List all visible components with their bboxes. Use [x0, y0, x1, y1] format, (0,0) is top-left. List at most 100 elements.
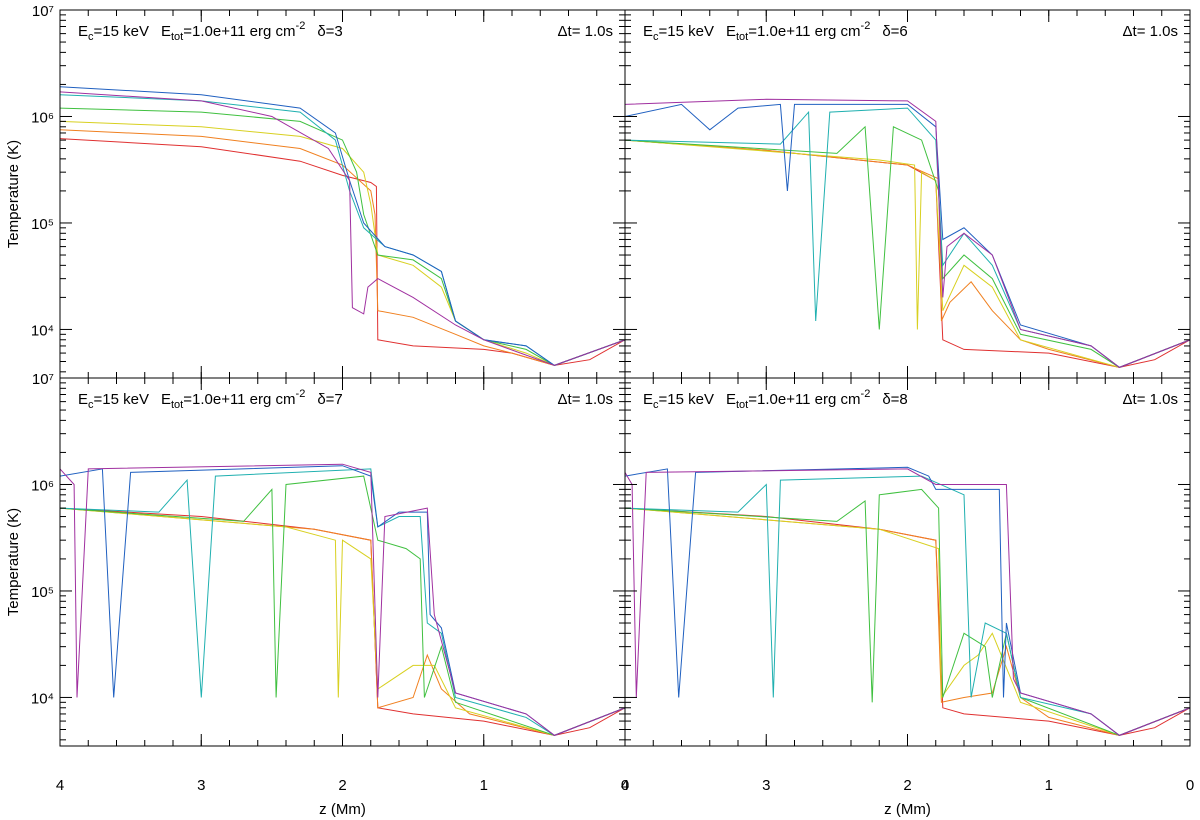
etot-subscript: tot	[736, 31, 748, 43]
plot-area	[60, 86, 625, 366]
etot-superscript: -2	[296, 388, 306, 400]
y-axis-label: Temperature (K)	[5, 508, 22, 616]
x-axis-label: z (Mm)	[884, 801, 931, 818]
ec-subscript: c	[88, 31, 94, 43]
y-tick-label: 10⁴	[31, 322, 54, 339]
temperature-curve	[60, 468, 625, 736]
ec-symbol: E	[643, 391, 653, 408]
etot-symbol: E	[161, 23, 171, 40]
temperature-curve	[625, 466, 1190, 736]
x-tick-label: 2	[903, 777, 911, 794]
temperature-curve	[60, 138, 625, 366]
temperature-curve	[625, 139, 1190, 368]
temperature-curve	[60, 120, 625, 366]
temperature-curve	[625, 139, 1190, 368]
temperature-curve	[625, 507, 1190, 736]
plot-area	[625, 98, 1190, 368]
ec-value: =15 keV	[659, 391, 714, 408]
temperature-curve	[625, 103, 1190, 368]
temperature-curve	[60, 107, 625, 366]
time-step: Δt= 1.0s	[1123, 23, 1178, 40]
y-tick-label: 10⁷	[32, 371, 54, 388]
delta-value: δ=3	[317, 23, 342, 40]
x-tick-label: 2	[338, 777, 346, 794]
panel-frame	[59, 377, 626, 747]
temperature-curve	[60, 94, 625, 366]
annotation: Ec=15 keV Etot=1.0e+11 erg cm-2 δ=6	[643, 20, 908, 43]
x-tick-label: 4	[621, 777, 629, 794]
etot-subscript: tot	[736, 399, 748, 411]
temperature-curve	[625, 507, 1190, 736]
temperature-curve	[60, 86, 625, 366]
temperature-curve	[625, 468, 1190, 736]
time-step: Δt= 1.0s	[558, 23, 613, 40]
y-tick-label: 10⁷	[32, 3, 54, 20]
y-tick-label: 10⁶	[31, 109, 54, 126]
ec-symbol: E	[78, 391, 88, 408]
x-tick-label: 0	[1186, 777, 1194, 794]
annotation: Ec=15 keV Etot=1.0e+11 erg cm-2 δ=3	[78, 20, 343, 43]
y-tick-label: 10⁶	[31, 477, 54, 494]
etot-symbol: E	[726, 23, 736, 40]
ec-subscript: c	[88, 399, 94, 411]
etot-superscript: -2	[861, 20, 871, 32]
panel: 4 3 2 1 0 z (Mm) Ec=15 keV Etot=1.0e+11 erg cm-…	[621, 377, 1194, 818]
x-axis-label: z (Mm)	[319, 801, 366, 818]
delta-value: δ=7	[317, 391, 342, 408]
plot-area	[60, 463, 625, 736]
time-step: Δt= 1.0s	[1123, 391, 1178, 408]
annotation: Ec=15 keV Etot=1.0e+11 erg cm-2 δ=8	[643, 388, 908, 411]
temperature-curve	[60, 465, 625, 736]
temperature-curve	[625, 125, 1190, 368]
etot-symbol: E	[161, 391, 171, 408]
temperature-curve	[60, 507, 625, 736]
temperature-curve	[625, 488, 1190, 736]
panel: 10⁴ 10⁵ 10⁶ 10⁷ 4 3 2 1 0 z (Mm) Temperature (K) Ec…	[5, 371, 629, 818]
y-tick-label: 10⁵	[31, 584, 54, 601]
etot-symbol: E	[726, 391, 736, 408]
time-step: Δt= 1.0s	[558, 391, 613, 408]
etot-value: =1.0e+11 erg cm	[183, 391, 295, 408]
delta-value: δ=6	[882, 23, 907, 40]
x-tick-label: 3	[197, 777, 205, 794]
y-tick-label: 10⁵	[31, 216, 54, 233]
y-tick-label: 10⁴	[31, 690, 54, 707]
annotation: Ec=15 keV Etot=1.0e+11 erg cm-2 δ=7	[78, 388, 343, 411]
ec-subscript: c	[653, 399, 659, 411]
panel: Ec=15 keV Etot=1.0e+11 erg cm-2 δ=6 Δt= 1.0…	[624, 9, 1191, 379]
x-tick-label: 1	[1045, 777, 1053, 794]
temperature-curve	[60, 129, 625, 366]
ec-value: =15 keV	[94, 23, 149, 40]
etot-subscript: tot	[171, 399, 183, 411]
temperature-curve	[60, 463, 625, 736]
temperature-curve	[60, 475, 625, 736]
temperature-curve	[625, 98, 1190, 368]
etot-value: =1.0e+11 erg cm	[748, 391, 860, 408]
x-tick-label: 4	[56, 777, 64, 794]
temperature-curve	[625, 139, 1190, 368]
panel-frame	[624, 9, 1191, 379]
panel-frame	[59, 9, 626, 379]
temperature-curve	[625, 507, 1190, 736]
ec-subscript: c	[653, 31, 659, 43]
temperature-curve	[60, 91, 625, 366]
x-tick-label: 3	[762, 777, 770, 794]
ec-value: =15 keV	[94, 391, 149, 408]
plot-area	[625, 466, 1190, 736]
ec-value: =15 keV	[659, 23, 714, 40]
x-tick-label: 0	[621, 777, 629, 794]
panel-frame	[624, 377, 1191, 747]
delta-value: δ=8	[882, 391, 907, 408]
panel: 10⁴ 10⁵ 10⁶ 10⁷ Temperature (K) Ec=15 keV Etot…	[5, 3, 626, 379]
ec-symbol: E	[78, 23, 88, 40]
etot-superscript: -2	[861, 388, 871, 400]
etot-subscript: tot	[171, 31, 183, 43]
etot-superscript: -2	[296, 20, 306, 32]
etot-value: =1.0e+11 erg cm	[183, 23, 295, 40]
x-tick-label: 1	[480, 777, 488, 794]
temperature-curve	[625, 475, 1190, 736]
y-axis-label: Temperature (K)	[5, 140, 22, 248]
etot-value: =1.0e+11 erg cm	[748, 23, 860, 40]
ec-symbol: E	[643, 23, 653, 40]
